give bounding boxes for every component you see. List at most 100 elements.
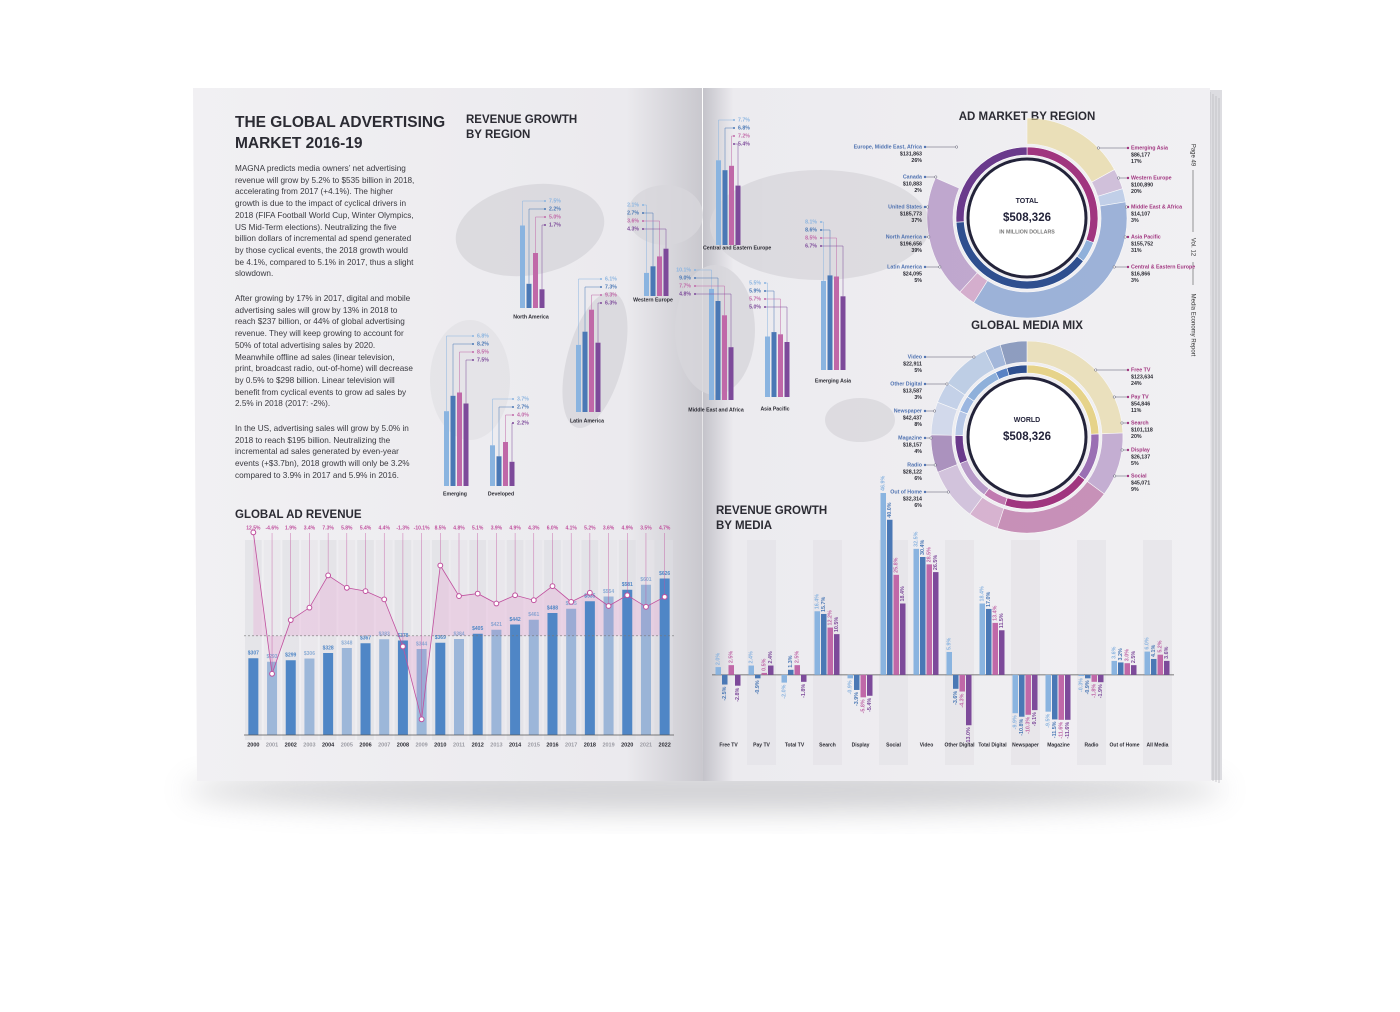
value-label: -10.3% (1026, 717, 1032, 734)
segment-value: $100,890 (1131, 182, 1153, 188)
bar (463, 403, 469, 486)
bar (880, 493, 886, 675)
value-label: 3.6% (1112, 646, 1118, 658)
leader-dot (600, 294, 602, 296)
value-label: 7.2% (738, 133, 750, 139)
bar (729, 165, 734, 245)
bar (1078, 674, 1084, 677)
segment-value: $10,883 (903, 181, 922, 187)
bar (472, 633, 483, 735)
growth-point (456, 593, 462, 599)
leader-dot (972, 355, 976, 359)
value-label: -0.3% (1079, 678, 1085, 692)
growth-label: 3.5% (640, 525, 652, 531)
bar (1012, 674, 1018, 714)
bar (510, 624, 521, 735)
segment-label: Latin America (887, 264, 922, 270)
donut-segment (999, 340, 1028, 366)
bar (933, 572, 939, 675)
bar (784, 342, 790, 397)
segment-percent: 20% (1131, 189, 1142, 195)
value-label: 18.4% (980, 586, 986, 601)
bar (959, 674, 965, 692)
x-tick-label: 2022 (659, 742, 671, 748)
leader-line (643, 212, 654, 267)
segment-label: Europe, Middle East, Africa (854, 144, 922, 150)
value-label: 5.0% (749, 304, 761, 310)
leader-dot (820, 229, 822, 231)
category-label: Total Digital (978, 742, 1007, 748)
chart-title: GLOBAL AD REVENUE (235, 509, 362, 521)
growth-point (437, 562, 444, 569)
leader-dot (1126, 176, 1130, 180)
bar (867, 674, 873, 696)
value-label: 32.5% (914, 531, 920, 546)
leader-dot (764, 282, 766, 284)
leader-dot (1126, 448, 1130, 452)
bar (765, 336, 770, 397)
leader-dot (544, 208, 546, 210)
category-label: Central and Eastern Europe (703, 245, 771, 251)
segment-label: Middle East & Africa (1131, 204, 1182, 210)
leader-dot (472, 335, 474, 337)
segment-label: Display (1131, 447, 1150, 453)
leader-line (765, 298, 781, 335)
segment-label: Magazine (898, 435, 922, 441)
growth-label: 1.9% (285, 525, 297, 531)
sidebar: Page 49 Vol. 12 Media Economy Report (1189, 144, 1195, 357)
bar (360, 643, 371, 735)
value-label: -2.8% (735, 688, 741, 702)
growth-point (269, 670, 275, 677)
value-label: 3.6% (627, 218, 639, 224)
bar (444, 411, 449, 486)
bar (1058, 674, 1064, 720)
value-label: -11.6% (1059, 722, 1065, 739)
bar (1045, 674, 1051, 712)
value-label: -11.6% (1065, 722, 1071, 739)
value-label: 8.5% (477, 349, 489, 355)
leader-dot (600, 278, 602, 280)
value-label: $421 (491, 622, 502, 628)
x-tick-label: 2000 (247, 742, 259, 748)
leader-dot (1126, 474, 1130, 478)
value-label: 9.0% (679, 275, 691, 281)
bar (953, 674, 959, 689)
leader-dot (1126, 421, 1130, 425)
center-label: TOTAL (1016, 198, 1039, 205)
bar (622, 589, 633, 735)
value-label: 3.6% (1164, 646, 1170, 658)
bar (397, 640, 408, 735)
segment-value: $101,118 (1131, 427, 1153, 433)
segment-label: Western Europe (1131, 175, 1172, 181)
segment-percent: 5% (914, 368, 922, 374)
category-label: Newspaper (1012, 742, 1039, 748)
leader-dot (1126, 235, 1130, 239)
leader-line (734, 143, 739, 186)
leader-dot (1117, 176, 1121, 180)
bar (1052, 674, 1058, 720)
growth-label: 3.4% (304, 525, 316, 531)
value-label: 30.4% (920, 539, 926, 554)
leader-dot (923, 235, 927, 239)
growth-label: 4.3% (528, 525, 540, 531)
leader-line (522, 200, 545, 226)
leader-dot (923, 463, 927, 467)
bar (781, 674, 787, 683)
x-tick-label: 2007 (378, 742, 390, 748)
bar (1065, 674, 1071, 720)
value-label: -9.1% (1032, 712, 1038, 726)
leader-line (821, 237, 837, 277)
value-label: -2.5% (722, 686, 728, 700)
segment-percent: 2% (914, 188, 922, 194)
value-label: 8.2% (477, 341, 489, 347)
bar (827, 627, 833, 675)
bar (539, 289, 545, 308)
value-label: $369 (435, 635, 446, 641)
bar (986, 608, 992, 675)
article-title: MARKET 2016-19 (235, 135, 363, 152)
leader-dot (1126, 395, 1130, 399)
leader-dot (544, 216, 546, 218)
growth-label: 5.8% (341, 525, 353, 531)
leader-dot (600, 286, 602, 288)
growth-label: 4.9% (509, 525, 521, 531)
